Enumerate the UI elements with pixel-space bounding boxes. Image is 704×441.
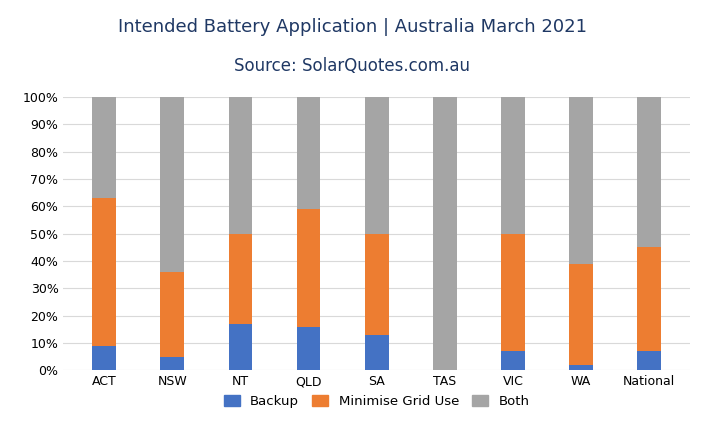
Bar bbox=[637, 97, 661, 247]
Bar bbox=[92, 97, 116, 198]
Bar bbox=[229, 324, 252, 370]
Bar bbox=[433, 97, 457, 370]
Bar bbox=[296, 209, 320, 327]
Bar bbox=[637, 247, 661, 351]
Text: Source: SolarQuotes.com.au: Source: SolarQuotes.com.au bbox=[234, 57, 470, 75]
Bar bbox=[296, 97, 320, 209]
Bar bbox=[501, 97, 524, 234]
Bar bbox=[296, 327, 320, 370]
Bar bbox=[229, 97, 252, 234]
Bar bbox=[365, 97, 389, 234]
Bar bbox=[92, 198, 116, 346]
Bar bbox=[365, 335, 389, 370]
Bar bbox=[569, 264, 593, 365]
Bar bbox=[501, 351, 524, 370]
Bar bbox=[501, 234, 524, 351]
Bar bbox=[637, 351, 661, 370]
Bar bbox=[161, 97, 184, 272]
Bar bbox=[92, 346, 116, 370]
Bar bbox=[161, 272, 184, 357]
Bar bbox=[569, 97, 593, 264]
Bar bbox=[569, 365, 593, 370]
Bar bbox=[229, 234, 252, 324]
Legend: Backup, Minimise Grid Use, Both: Backup, Minimise Grid Use, Both bbox=[218, 389, 535, 413]
Text: Intended Battery Application | Australia March 2021: Intended Battery Application | Australia… bbox=[118, 18, 586, 36]
Bar bbox=[365, 234, 389, 335]
Bar bbox=[161, 357, 184, 370]
